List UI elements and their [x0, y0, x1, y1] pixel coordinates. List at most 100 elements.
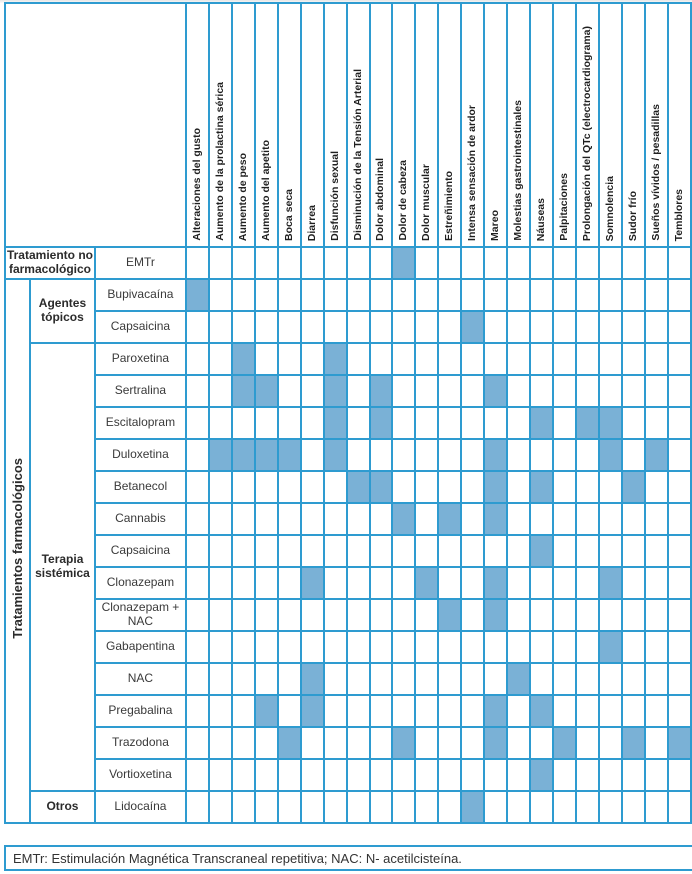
matrix-cell: [368, 758, 394, 792]
matrix-cell: [460, 278, 486, 312]
matrix-cell: [207, 790, 233, 824]
matrix-cell: [598, 438, 623, 472]
matrix-cell: [598, 758, 623, 792]
matrix-cell: [345, 374, 371, 408]
matrix-cell: [230, 598, 256, 632]
corner-spacer: [4, 2, 187, 248]
matrix-cell: [184, 310, 210, 344]
matrix-cell: [299, 502, 325, 536]
matrix-cell: [368, 278, 394, 312]
matrix-cell: [207, 662, 233, 696]
matrix-cell: [643, 470, 669, 504]
matrix-cell: [666, 566, 692, 600]
matrix-cell: [276, 502, 302, 536]
table-row: Capsaicina: [5, 310, 692, 344]
matrix-cell: [230, 534, 256, 568]
matrix-cell: [506, 534, 532, 568]
matrix-cell: [368, 470, 394, 504]
matrix-cell: [460, 630, 486, 664]
table-row: Tratamientos farmacológicos Agentes tópic…: [4, 278, 692, 824]
matrix-cell: [529, 790, 555, 824]
matrix-cell: [529, 374, 555, 408]
matrix-cell: [552, 278, 578, 312]
matrix-cell: [643, 534, 669, 568]
matrix-cell: [276, 342, 302, 376]
matrix-cell: [322, 374, 348, 408]
treatment-cell: Gabapentina: [93, 630, 187, 664]
matrix-cell: [299, 310, 325, 344]
column-header-cell: Disminución de la Tensión Arterial: [345, 2, 371, 248]
matrix-cell: [483, 374, 509, 408]
matrix-table: Alteraciones del gusto Aumento de la prol…: [4, 2, 692, 824]
matrix-cell: [322, 246, 348, 280]
matrix-cell: [414, 758, 440, 792]
matrix-cell: [276, 662, 302, 696]
matrix-cell: [437, 534, 463, 568]
matrix-cell: [666, 310, 692, 344]
matrix-cell: [391, 790, 417, 824]
column-header-label: Náuseas: [535, 197, 548, 241]
matrix-cell: [230, 726, 256, 760]
column-header-cell: Disfunción sexual: [322, 2, 348, 248]
matrix-cell: [643, 566, 669, 600]
matrix-cell: [620, 790, 646, 824]
matrix-cell: [322, 566, 348, 600]
matrix-cell: [230, 278, 256, 312]
matrix-cell: [184, 566, 210, 600]
matrix-cell: [437, 758, 463, 792]
matrix-cell: [643, 310, 669, 344]
matrix-cell: [506, 758, 532, 792]
column-header-label: Sudor frío: [626, 190, 639, 241]
treatment-cell: Capsaicina: [93, 534, 187, 568]
matrix-cell: [299, 470, 325, 504]
matrix-cell: [345, 630, 371, 664]
column-header-cell: Intensa sensación de ardor: [460, 2, 486, 248]
matrix-cell: [529, 438, 555, 472]
treatment-cell: Capsaicina: [93, 310, 187, 344]
matrix-cell: [322, 630, 348, 664]
matrix-cell: [253, 278, 279, 312]
matrix-cell: [598, 534, 623, 568]
matrix-cell: [552, 790, 578, 824]
matrix-cell: [620, 566, 646, 600]
side-label-cell: Tratamientos farmacológicos: [4, 278, 31, 824]
matrix-cell: [299, 246, 325, 280]
table-row: Trazodona: [5, 726, 692, 760]
matrix-cell: [460, 374, 486, 408]
matrix-cell: [253, 374, 279, 408]
column-header-label: Disminución de la Tensión Arterial: [351, 69, 364, 241]
matrix-cell: [506, 694, 532, 728]
matrix-cell: [276, 470, 302, 504]
matrix-cell: [345, 566, 371, 600]
matrix-cell: [620, 374, 646, 408]
matrix-cell: [620, 502, 646, 536]
matrix-cell: [207, 566, 233, 600]
table-row: Gabapentina: [5, 630, 692, 664]
matrix-cell: [529, 278, 555, 312]
matrix-cell: [391, 342, 417, 376]
matrix-cell: [276, 790, 302, 824]
matrix-cell: [483, 790, 509, 824]
matrix-cell: [345, 470, 371, 504]
matrix-cell: [276, 726, 302, 760]
matrix-cell: [598, 694, 623, 728]
table-row: Escitalopram: [5, 406, 692, 440]
matrix-cell: [529, 470, 555, 504]
matrix-cell: [529, 246, 555, 280]
matrix-cell: [414, 534, 440, 568]
matrix-cell: [552, 726, 578, 760]
table-row: Pregabalina: [5, 694, 692, 728]
matrix-cell: [322, 598, 348, 632]
column-header-cell: Molestias gastrointestinales: [506, 2, 532, 248]
top-divider: [0, 0, 692, 3]
column-header-label: Temblores: [672, 188, 685, 241]
matrix-cell: [575, 246, 601, 280]
treatment-cell: Paroxetina: [93, 342, 187, 376]
matrix-cell: [460, 598, 486, 632]
matrix-cell: [620, 438, 646, 472]
matrix-cell: [666, 438, 692, 472]
column-header-label: Diarrea: [305, 204, 318, 241]
matrix-cell: [529, 598, 555, 632]
column-header-label: Aumento de peso: [236, 152, 249, 241]
